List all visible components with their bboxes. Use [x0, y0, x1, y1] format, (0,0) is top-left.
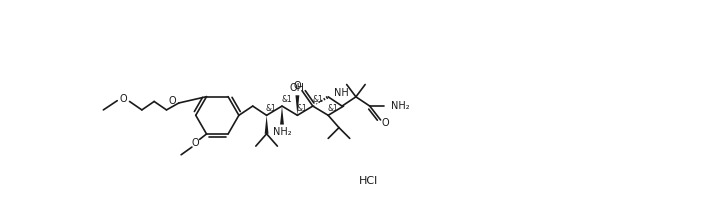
Text: &1: &1: [312, 95, 323, 104]
Text: NH₂: NH₂: [392, 101, 410, 111]
Text: O: O: [382, 118, 389, 128]
Text: &1: &1: [328, 104, 338, 113]
Text: OH: OH: [290, 83, 305, 93]
Text: O: O: [120, 94, 127, 104]
Text: O: O: [192, 138, 199, 148]
Text: &1: &1: [266, 104, 276, 113]
Text: HCl: HCl: [359, 176, 379, 186]
Text: &1: &1: [297, 104, 307, 113]
Polygon shape: [280, 106, 284, 125]
Polygon shape: [295, 95, 300, 115]
Text: &1: &1: [282, 95, 292, 104]
Text: NH₂: NH₂: [273, 127, 292, 137]
Text: O: O: [168, 96, 176, 106]
Polygon shape: [265, 115, 269, 134]
Text: NH: NH: [334, 88, 349, 98]
Text: O: O: [294, 81, 301, 91]
